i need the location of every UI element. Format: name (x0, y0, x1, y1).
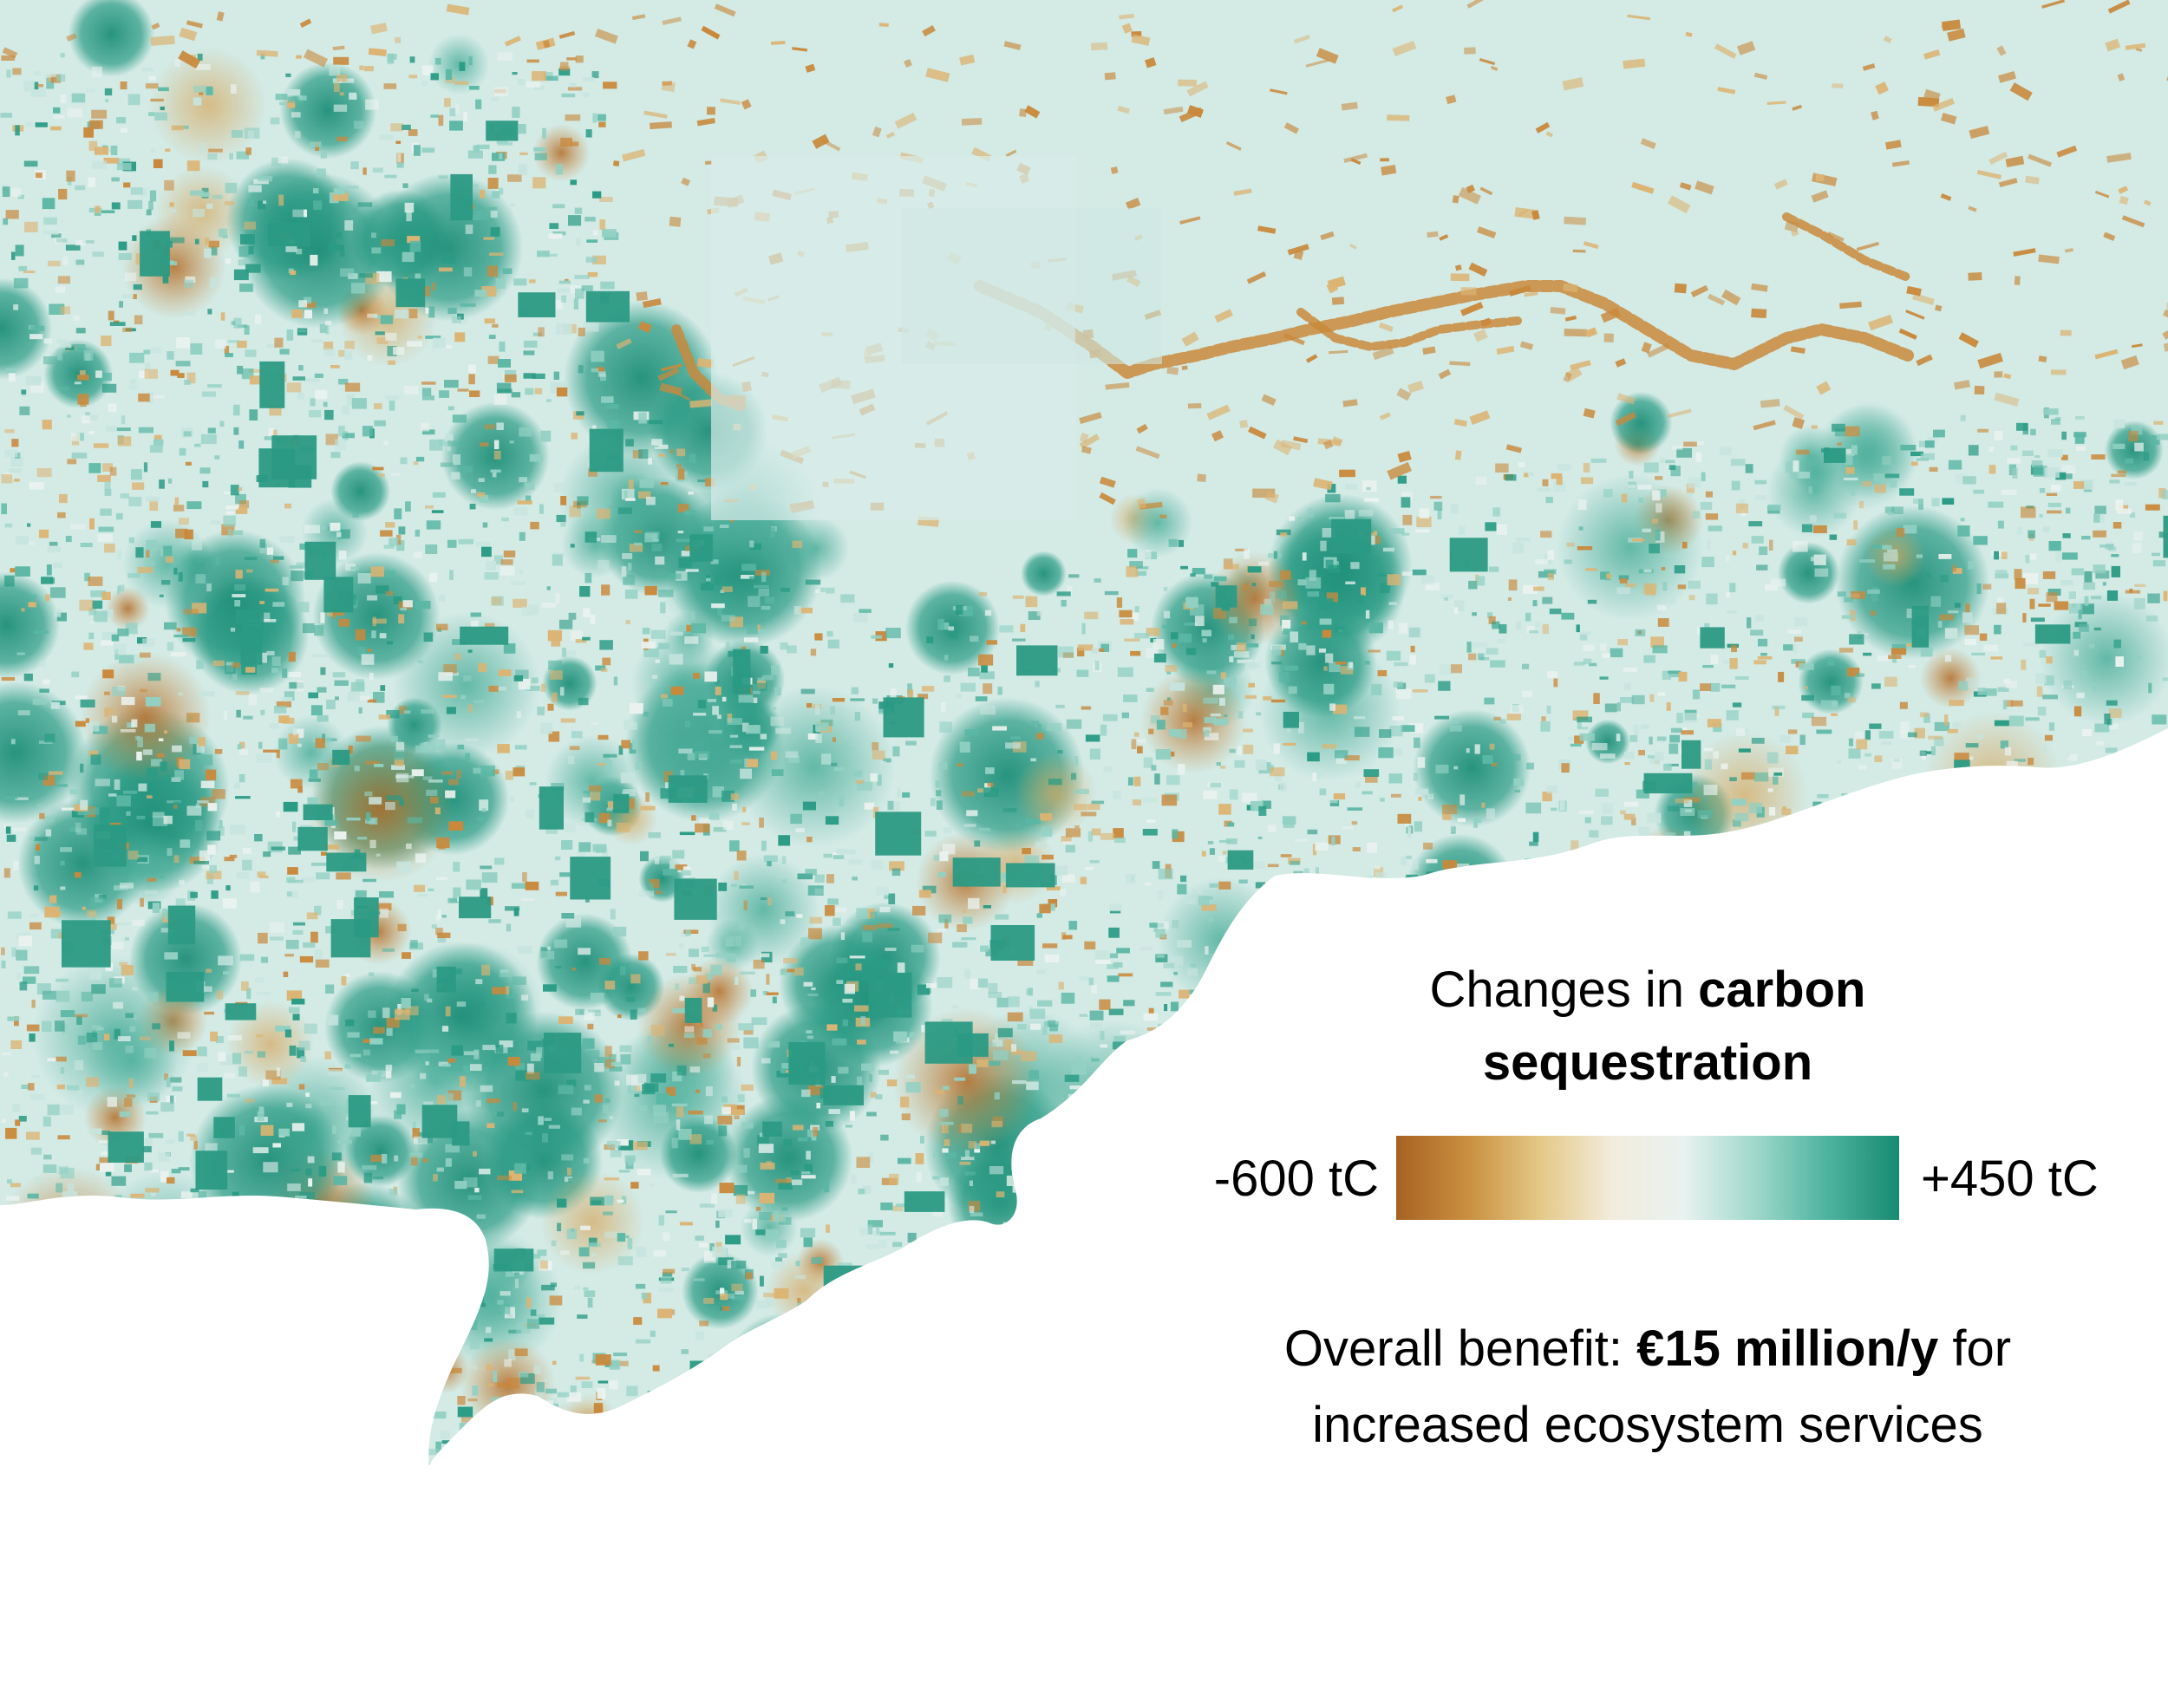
legend-min-label: -600 tC (1213, 1151, 1379, 1207)
legend-title-bold-2: sequestration (1482, 1034, 1813, 1091)
benefit-prefix: Overall benefit: (1283, 1320, 1623, 1377)
legend-title-bold-1: carbon (1698, 962, 1866, 1018)
benefit-value: €15 million/y (1636, 1320, 1939, 1377)
benefit-suffix: for (1952, 1320, 2012, 1377)
overall-benefit: Overall benefit: €15 million/y for incre… (1197, 1311, 2099, 1464)
legend-title-prefix: Changes in (1429, 962, 1684, 1018)
legend-title: Changes in carbon sequestration (1301, 954, 1995, 1099)
benefit-line2: increased ecosystem services (1312, 1397, 1983, 1453)
legend-colorbar (1396, 1136, 1899, 1220)
legend-max-label: +450 tC (1921, 1151, 2099, 1207)
